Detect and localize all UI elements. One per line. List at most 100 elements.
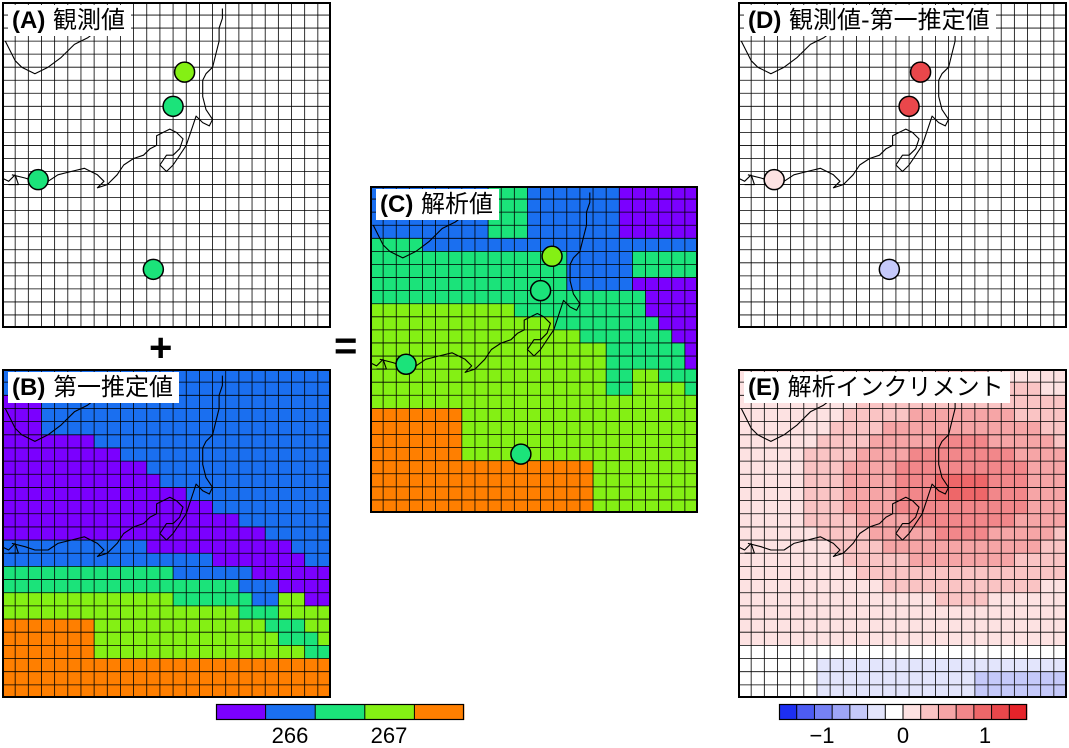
field-cell bbox=[173, 210, 187, 225]
field-cell bbox=[146, 288, 161, 303]
field-cell bbox=[553, 212, 568, 226]
field-cell bbox=[159, 80, 174, 94]
field-cell bbox=[882, 684, 897, 698]
field-cell bbox=[579, 447, 594, 462]
field-cell bbox=[922, 93, 936, 107]
field-cell bbox=[133, 553, 148, 567]
field-cell bbox=[41, 513, 56, 528]
panel-frame bbox=[2, 2, 331, 328]
coastline-main bbox=[747, 8, 959, 189]
field-cell bbox=[186, 80, 200, 94]
field-cell bbox=[199, 500, 213, 515]
field-cell bbox=[803, 632, 818, 646]
field-cell bbox=[882, 474, 897, 488]
field-cell bbox=[803, 605, 818, 620]
field-cell bbox=[974, 223, 989, 238]
field-cell bbox=[738, 262, 752, 277]
field-cell bbox=[173, 262, 187, 277]
field-cell bbox=[777, 513, 792, 528]
field-cell bbox=[988, 275, 1002, 290]
field-cell bbox=[41, 197, 56, 212]
field-cell bbox=[777, 474, 792, 488]
field-cell bbox=[28, 106, 42, 120]
field-cell bbox=[935, 592, 949, 607]
field-cell bbox=[265, 461, 279, 475]
field-cell bbox=[159, 132, 174, 146]
field-cell bbox=[41, 500, 56, 515]
field-cell bbox=[514, 186, 528, 200]
field-cell bbox=[461, 395, 476, 409]
field-cell bbox=[28, 592, 42, 607]
field-cell bbox=[67, 474, 82, 488]
field-cell bbox=[856, 526, 870, 541]
field-cell bbox=[173, 288, 187, 303]
field-cell bbox=[304, 249, 319, 264]
field-cell bbox=[1027, 382, 1042, 396]
field-cell bbox=[882, 619, 897, 633]
field-cell bbox=[751, 54, 765, 68]
field-cell bbox=[856, 184, 870, 198]
field-cell bbox=[107, 513, 121, 528]
field-cell bbox=[265, 67, 279, 81]
field-cell bbox=[1027, 262, 1042, 277]
field-cell bbox=[816, 605, 831, 620]
field-cell bbox=[225, 2, 240, 16]
field-cell bbox=[751, 132, 765, 146]
field-cell bbox=[593, 225, 607, 239]
field-cell bbox=[265, 474, 279, 488]
field-cell bbox=[540, 264, 555, 278]
field-cell bbox=[80, 119, 95, 133]
field-cell bbox=[265, 447, 279, 462]
field-cell bbox=[435, 356, 450, 370]
field-cell bbox=[895, 80, 910, 94]
field-cell bbox=[579, 434, 594, 448]
field-cell bbox=[212, 540, 227, 554]
field-cell bbox=[948, 145, 963, 159]
field-cell bbox=[632, 277, 646, 292]
field-cell bbox=[658, 447, 673, 462]
field-cell bbox=[843, 236, 857, 251]
field-cell bbox=[935, 540, 949, 554]
field-cell bbox=[553, 460, 568, 475]
field-cell bbox=[830, 592, 844, 607]
field-cell bbox=[843, 408, 857, 423]
field-cell bbox=[514, 225, 528, 239]
field-cell bbox=[658, 499, 673, 513]
field-cell bbox=[764, 54, 778, 68]
field-cell bbox=[2, 262, 16, 277]
field-cell bbox=[658, 199, 673, 213]
field-cell bbox=[961, 106, 976, 120]
field-cell bbox=[764, 645, 778, 659]
field-cell bbox=[67, 447, 82, 462]
field-cell bbox=[790, 210, 805, 225]
field-cell bbox=[80, 93, 95, 107]
field-cell bbox=[317, 619, 331, 633]
field-cell bbox=[658, 264, 673, 278]
field-cell bbox=[830, 41, 844, 55]
field-cell bbox=[238, 80, 253, 94]
field-cell bbox=[553, 329, 568, 344]
field-cell bbox=[935, 605, 949, 620]
field-cell bbox=[684, 408, 698, 422]
field-cell bbox=[94, 474, 108, 488]
field-cell bbox=[593, 238, 607, 252]
field-cell bbox=[80, 314, 95, 328]
field-cell bbox=[67, 487, 82, 501]
field-cell bbox=[252, 487, 266, 501]
field-cell bbox=[961, 461, 976, 475]
field-cell bbox=[658, 408, 673, 422]
field-cell bbox=[225, 474, 240, 488]
field-cell bbox=[1053, 54, 1067, 68]
field-cell bbox=[54, 408, 69, 423]
field-cell bbox=[895, 553, 910, 567]
field-cell bbox=[278, 132, 292, 146]
field-cell bbox=[553, 395, 568, 409]
field-cell bbox=[28, 236, 42, 251]
field-cell bbox=[1040, 54, 1055, 68]
coastline-west bbox=[2, 542, 19, 554]
field-cell bbox=[1014, 80, 1028, 94]
field-cell bbox=[435, 486, 450, 501]
field-cell bbox=[1027, 236, 1042, 251]
field-cell bbox=[803, 684, 818, 698]
field-cell bbox=[790, 487, 805, 501]
